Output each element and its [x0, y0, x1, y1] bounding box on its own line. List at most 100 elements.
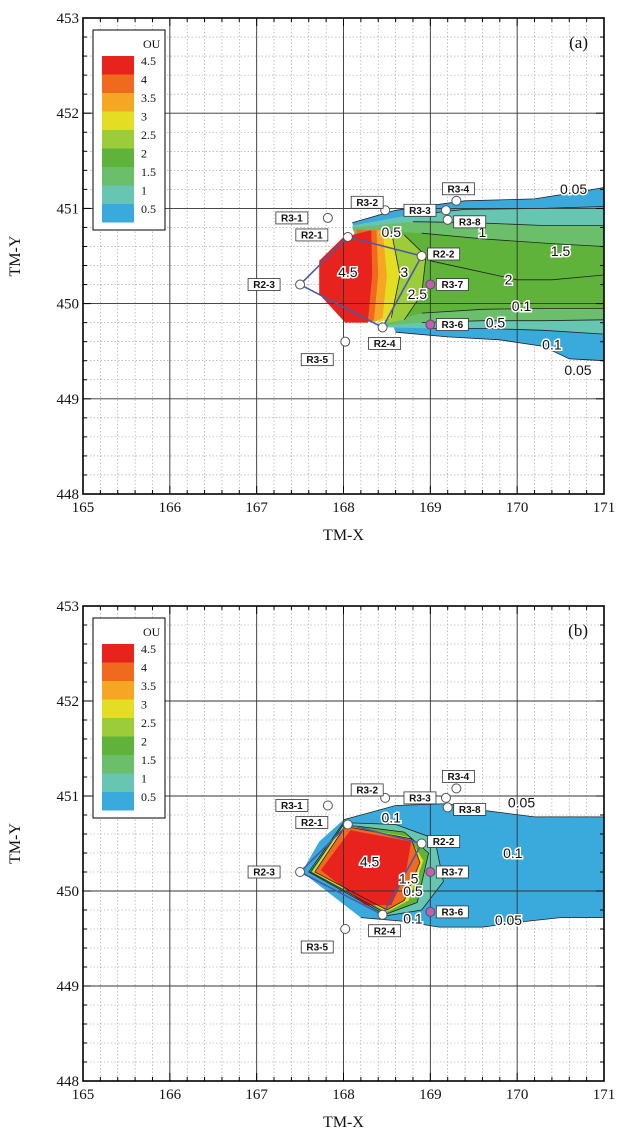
x-tick-label: 168	[332, 1087, 355, 1103]
receptor-label-box	[453, 803, 487, 816]
x-tick-label: 169	[419, 500, 442, 516]
contour-label: 4.5	[360, 853, 380, 869]
legend-swatch	[102, 681, 134, 700]
receptor-r3-8: R3-8	[442, 214, 487, 228]
legend-entry: 3.5	[141, 91, 156, 105]
receptor-label-box	[441, 182, 475, 196]
legend: OU 4.5 4 3.5 3 2.5 2 1.5 1 0.5	[92, 617, 166, 819]
chart-panel-b: 4.51.50.50.10.10.10.050.05R2-1R2-2R2-3R2…	[7, 599, 615, 1131]
receptor-label: R3-1	[281, 801, 303, 812]
receptor-label: R2-1	[301, 230, 323, 241]
receptor-label-box	[295, 816, 329, 829]
x-tick-label: 170	[506, 1087, 529, 1103]
receptor-label-box	[427, 247, 461, 261]
receptor-label-box	[247, 278, 281, 291]
x-tick-label: 167	[245, 500, 268, 516]
receptor-r3-7: R3-7	[425, 865, 469, 879]
receptor-r3-3: R3-3	[403, 791, 451, 804]
contour-label: 0.1	[512, 298, 532, 314]
receptor-label: R2-2	[433, 837, 455, 848]
receptor-marker	[442, 214, 453, 225]
legend-entry: 3	[141, 110, 147, 124]
receptor-label-box	[427, 835, 461, 848]
legend-swatch	[102, 644, 134, 663]
y-tick-label: 453	[57, 599, 80, 615]
legend-entry: 1.5	[141, 165, 156, 179]
receptor-marker	[340, 336, 351, 347]
receptor-marker	[442, 802, 453, 813]
receptor-label: R3-4	[448, 184, 470, 195]
x-tick-label: 169	[419, 1087, 442, 1103]
receptor-r2-1: R2-1	[295, 816, 353, 830]
receptor-r3-8: R3-8	[442, 802, 487, 816]
receptor-r2-2: R2-2	[416, 835, 461, 849]
receptor-marker	[322, 800, 333, 811]
contour-label: 0.5	[382, 224, 402, 240]
y-tick-label: 452	[57, 106, 80, 122]
receptor-label: R3-7	[441, 868, 463, 879]
receptor-label: R3-6	[441, 320, 463, 331]
legend-entry: 2	[141, 735, 147, 749]
receptor-label: R3-6	[441, 907, 463, 918]
contour-line-3	[309, 824, 430, 915]
legend-swatch	[102, 93, 134, 112]
legend-swatch	[102, 185, 134, 204]
legend: OU 4.5 4 3.5 3 2.5 2 1.5 1 0.5	[92, 29, 166, 231]
legend-swatch	[102, 736, 134, 755]
y-tick-label: 451	[57, 201, 80, 217]
receptor-r2-3: R2-3	[247, 278, 306, 291]
contour-line-4	[314, 826, 421, 911]
receptor-marker	[416, 838, 427, 849]
contour-label: 0.1	[382, 810, 402, 826]
legend-entry: 3.5	[141, 679, 156, 693]
contour-label: 1	[479, 224, 487, 240]
receptor-label-box	[435, 905, 469, 919]
contour-label: 0.05	[564, 362, 591, 378]
receptor-label-box	[247, 865, 281, 879]
legend-entry: 2	[141, 147, 147, 161]
receptor-label-box	[295, 228, 329, 242]
receptor-label: R2-4	[374, 339, 396, 350]
receptor-label-box	[275, 799, 309, 812]
receptor-label-box	[435, 278, 469, 291]
contour-fills	[301, 803, 604, 928]
y-tick-label: 449	[57, 392, 80, 408]
legend-swatch	[102, 755, 134, 774]
legend-swatch	[102, 111, 134, 130]
receptor-label: R3-2	[356, 198, 378, 209]
y-tick-label: 450	[57, 884, 80, 900]
receptor-r3-5: R3-5	[300, 924, 351, 954]
legend-swatch	[102, 148, 134, 167]
x-tick-label: 165	[72, 500, 95, 516]
y-tick-label: 448	[57, 1074, 80, 1090]
legend-entry: 4	[141, 661, 147, 675]
legend-swatch	[102, 167, 134, 186]
contour-line-7	[421, 307, 604, 314]
contour-label: 4.5	[338, 264, 358, 280]
legend-entry: 2.5	[141, 128, 156, 142]
y-tick-label: 452	[57, 694, 80, 710]
legend-entry: 1	[141, 184, 147, 198]
y-tick-label: 453	[57, 11, 80, 27]
receptor-label: R3-2	[356, 785, 378, 796]
legend-entry: 1	[141, 772, 147, 786]
y-tick-label: 449	[57, 979, 80, 995]
legend-swatch	[102, 74, 134, 93]
y-tick-label: 450	[57, 297, 80, 313]
x-tick-label: 166	[159, 1087, 182, 1103]
legend-title: OU	[143, 37, 161, 51]
legend-entry: 0.5	[141, 790, 156, 804]
x-tick-label: 165	[72, 1087, 95, 1103]
chart-panel-a: 4.5 32.521.510.50.50.10.10.050.05R2-1R2-2…	[7, 11, 615, 544]
receptor-marker	[416, 251, 427, 261]
contour-label: 0.5	[486, 314, 506, 330]
contour-label: 2	[505, 272, 513, 288]
contour-label: 0.5	[403, 883, 423, 899]
receptor-label: R2-1	[301, 818, 323, 829]
receptor-r3-6: R3-6	[425, 905, 469, 919]
receptor-label-box	[275, 211, 309, 225]
receptor-label-box	[441, 770, 475, 783]
receptor-label-box	[403, 203, 437, 217]
receptor-label: R2-3	[253, 280, 275, 291]
receptor-label-box	[350, 195, 384, 209]
